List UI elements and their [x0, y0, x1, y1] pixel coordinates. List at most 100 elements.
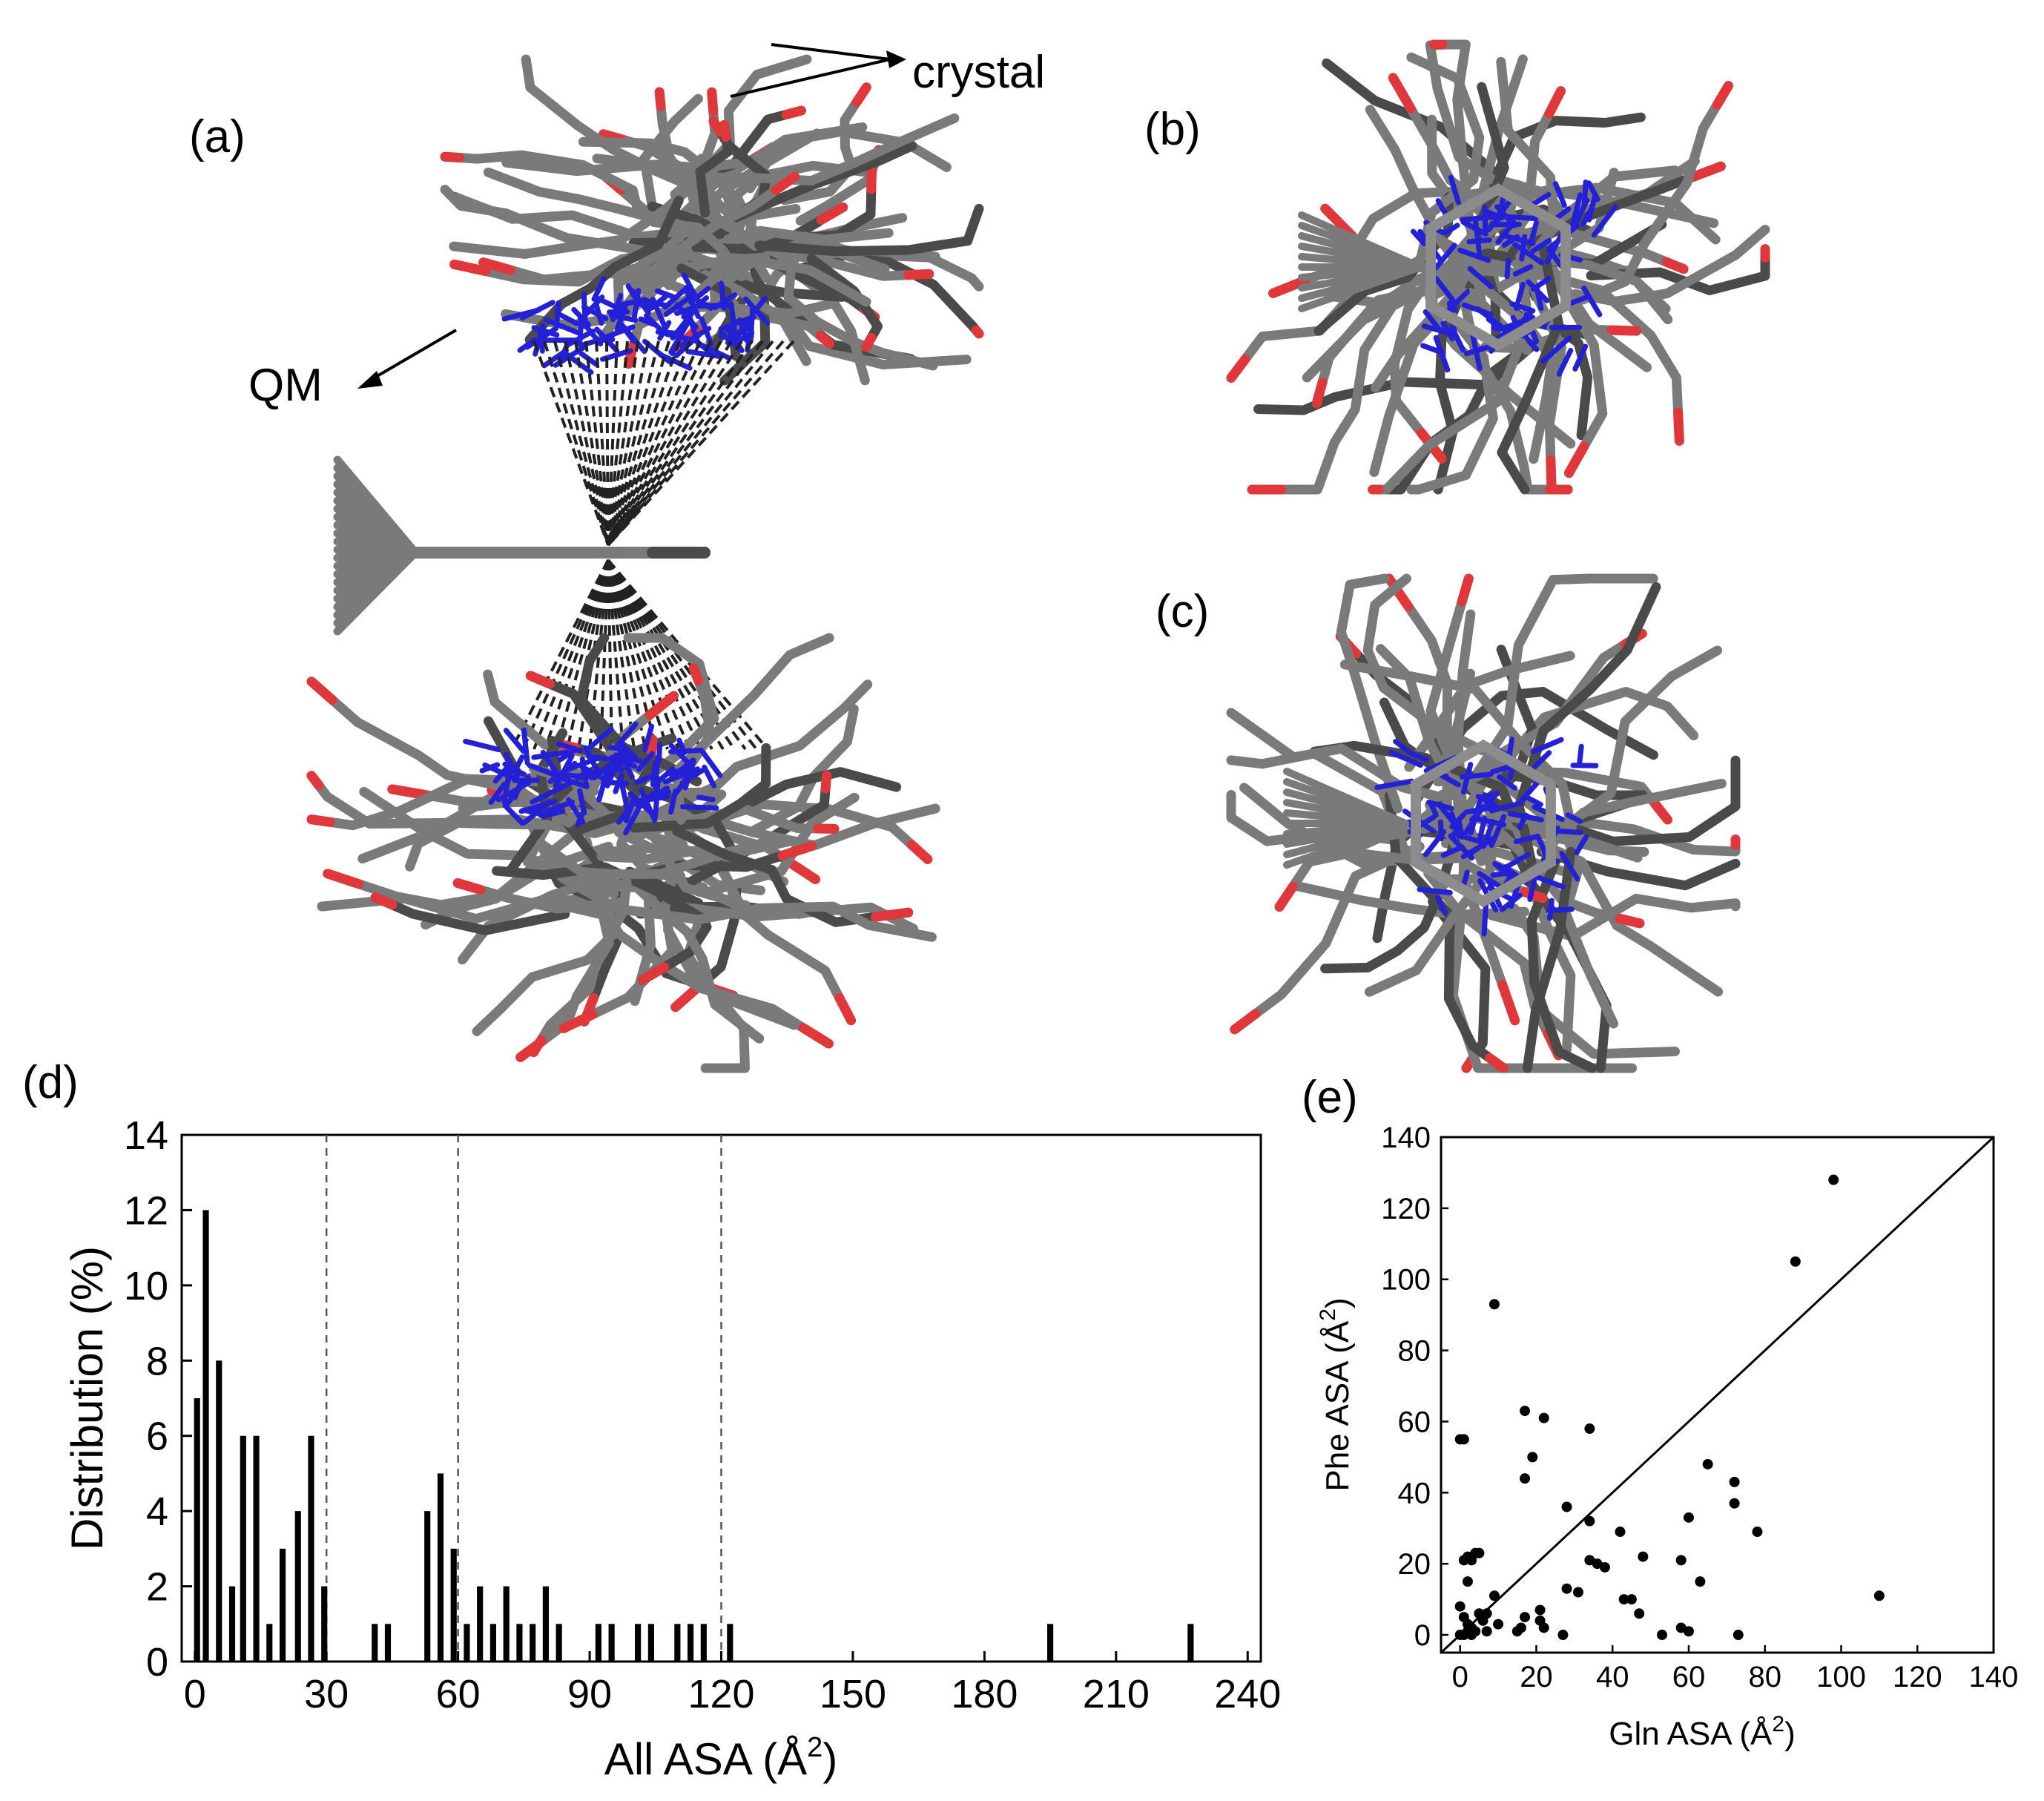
- side-chain-stick: [1484, 768, 1648, 800]
- y-tick-label: 80: [1398, 1335, 1431, 1368]
- histogram-bar: [321, 1586, 328, 1662]
- nitrogen-stick: [656, 741, 663, 764]
- oxygen-stick: [525, 671, 555, 689]
- scatter-point: [1557, 1630, 1569, 1641]
- histogram-bar: [489, 1624, 497, 1662]
- nitrogen-stick: [685, 349, 723, 360]
- nitrogen-stick: [1552, 181, 1567, 208]
- side-chain-stick: [1336, 573, 1403, 814]
- nitrogen-stick: [1554, 206, 1572, 221]
- scatter-point: [1752, 1527, 1763, 1538]
- side-chain-stick: [1247, 280, 1411, 495]
- nitrogen-stick: [502, 803, 525, 826]
- oxygen-stick: [771, 171, 800, 195]
- oxygen-stick: [816, 202, 848, 225]
- oxygen-stick: [644, 691, 679, 720]
- contact-dash: [607, 340, 681, 546]
- nitrogen-stick: [559, 775, 590, 790]
- y-tick-label: 40: [1398, 1477, 1431, 1509]
- side-chain-stick: [1369, 250, 1480, 478]
- nitrogen-stick: [1503, 852, 1531, 870]
- scatter-point: [1538, 1412, 1549, 1423]
- histogram-bar: [294, 1511, 301, 1662]
- nitrogen-stick: [1569, 192, 1583, 231]
- contact-dash: [607, 559, 702, 750]
- identity-line-e: [1440, 1136, 1995, 1654]
- x-tick-label: 100: [1816, 1661, 1866, 1693]
- y-tick-label: 140: [1381, 1122, 1431, 1154]
- panel-label-e: (e): [1302, 1072, 1358, 1123]
- y-tick-label: 12: [124, 1188, 168, 1233]
- oxygen-stick: [1268, 275, 1311, 298]
- oxygen-stick: [1520, 887, 1548, 903]
- phenyl-ring: [1411, 739, 1556, 908]
- oxygen-stick: [820, 770, 832, 794]
- scatter-point: [1489, 1299, 1500, 1310]
- nitrogen-stick: [575, 809, 587, 828]
- oxygen-stick: [478, 257, 515, 275]
- nitrogen-stick: [621, 324, 647, 355]
- contact-dash: [607, 559, 669, 750]
- oxygen-stick: [866, 163, 877, 194]
- structure-overlay-a: [306, 54, 984, 1073]
- nitrogen-stick: [631, 790, 658, 807]
- oxygen-stick: [834, 992, 857, 1026]
- scatter-point: [1454, 1601, 1466, 1612]
- nitrogen-stick: [655, 329, 677, 336]
- y-ticks-d: 0 2 4 6 8 10 12 14: [124, 1113, 192, 1685]
- side-chain-stick: [1472, 573, 1658, 777]
- nitrogen-stick: [1501, 234, 1520, 248]
- nitrogen-stick: [1534, 286, 1544, 312]
- oxygen-stick: [851, 82, 871, 108]
- histogram-bar: [450, 1548, 457, 1662]
- oxygen-stick: [1564, 441, 1589, 478]
- scatter-point: [1695, 1576, 1706, 1587]
- oxygen-stick: [871, 907, 914, 922]
- nitrogen-stick: [1556, 348, 1574, 377]
- scatter-point: [1561, 1583, 1572, 1594]
- nitrogen-stick: [1519, 234, 1528, 262]
- nitrogen-stick: [1463, 344, 1491, 357]
- nitrogen-stick: [1457, 247, 1491, 263]
- scatter-point: [1458, 1434, 1469, 1445]
- scatter-point: [1618, 1594, 1629, 1605]
- panel-label-c: (c): [1155, 586, 1209, 637]
- x-tick-label: 60: [1672, 1661, 1706, 1693]
- oxygen-stick: [1615, 913, 1645, 929]
- x-tick-label: 90: [567, 1672, 612, 1716]
- oxygen-stick: [654, 87, 666, 111]
- scatter-point: [1458, 1555, 1469, 1566]
- side-chain-stick: [1226, 748, 1450, 889]
- histogram-bar: [727, 1624, 733, 1662]
- histogram-bar: [253, 1435, 260, 1662]
- nitrogen-stick: [1496, 774, 1517, 791]
- scatter-point: [1733, 1630, 1744, 1641]
- side-chain-stick: [629, 743, 771, 833]
- side-chain-stick: [1274, 816, 1466, 912]
- histogram-bar: [372, 1624, 378, 1662]
- structure-overlay-b: [1226, 39, 1770, 495]
- side-chain-stick: [529, 877, 632, 1058]
- oxygen-stick: [646, 734, 658, 757]
- oxygen-stick: [1544, 86, 1566, 119]
- nitrogen-stick: [1443, 223, 1460, 236]
- side-chain-stick: [1448, 910, 1638, 1073]
- nitrogen-stick: [633, 773, 655, 786]
- side-chain-stick: [449, 170, 711, 259]
- x-axis-title-e: Gln ASA (Å2): [1609, 1712, 1795, 1752]
- side-chain-stick: [624, 876, 765, 1044]
- scatter-point: [1683, 1512, 1694, 1523]
- nitrogen-stick: [556, 780, 575, 791]
- side-chain-stick: [754, 203, 984, 257]
- histogram-bar: [194, 1398, 200, 1662]
- nitrogen-stick: [1434, 895, 1448, 916]
- nitrogen-stick: [623, 800, 644, 836]
- side-chain-stick: [1552, 755, 1741, 846]
- nitrogen-stick: [694, 302, 733, 309]
- scatter-point: [1675, 1555, 1687, 1566]
- nitrogen-stick: [593, 303, 604, 326]
- contact-dash: [521, 559, 610, 750]
- oxygen-stick: [1497, 980, 1520, 1026]
- nitrogen-stick: [577, 319, 584, 347]
- nitrogen-stick: [531, 749, 570, 760]
